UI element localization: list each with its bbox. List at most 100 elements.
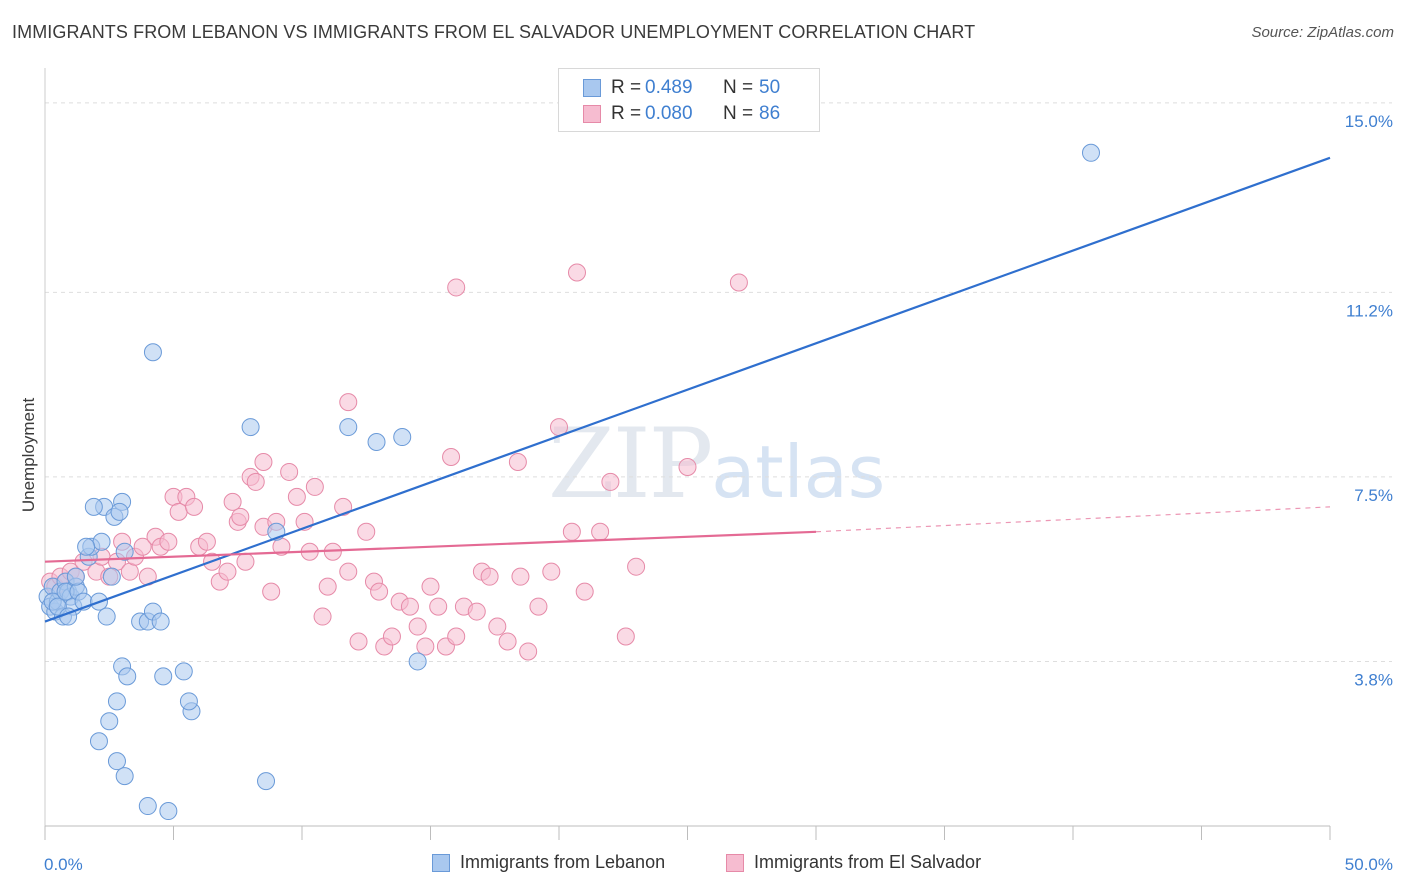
el-salvador-point <box>416 637 435 656</box>
lebanon-point <box>102 567 121 586</box>
el-salvador-point <box>562 522 581 541</box>
el-salvador-point <box>488 617 507 636</box>
lebanon-point <box>66 567 85 586</box>
el-salvador-point <box>400 597 419 616</box>
correlation-legend: R = 0.489 N = 50 R = 0.080 N = 86 <box>558 68 820 132</box>
bottom-legend-label-el-salvador: Immigrants from El Salvador <box>754 852 982 872</box>
lebanon-point <box>138 797 157 816</box>
x-tick-label: 0.0% <box>44 855 83 874</box>
el-salvador-point <box>262 582 281 601</box>
el-salvador-point <box>287 487 306 506</box>
el-salvador-point <box>334 497 353 516</box>
el-salvador-point <box>169 502 188 521</box>
el-salvador-point <box>542 562 561 581</box>
el-salvador-point <box>498 632 517 651</box>
bottom-legend-swatch-el-salvador <box>726 853 744 872</box>
el-salvador-point <box>313 607 332 626</box>
el-salvador-point <box>408 617 427 636</box>
y-tick-label: 11.2% <box>1346 301 1393 320</box>
el-salvador-point <box>601 472 620 491</box>
el-salvador-point <box>246 472 265 491</box>
el-salvador-point <box>357 522 376 541</box>
lebanon-point <box>84 497 103 516</box>
el-salvador-point <box>467 602 486 621</box>
el-salvador-trend-extension <box>815 506 1331 533</box>
legend-n-value: 86 <box>759 103 781 124</box>
bottom-legend-label-lebanon: Immigrants from Lebanon <box>460 852 666 872</box>
el-salvador-point <box>339 562 358 581</box>
lebanon-point <box>159 802 178 821</box>
watermark-atlas: atlas <box>711 430 886 514</box>
el-salvador-point <box>447 278 466 297</box>
lebanon-point <box>179 692 198 711</box>
lebanon-point <box>174 662 193 681</box>
el-salvador-point <box>218 562 237 581</box>
lebanon-point <box>1081 143 1100 162</box>
legend-r-value: 0.489 <box>645 77 693 98</box>
el-salvador-point <box>591 522 610 541</box>
legend-row-lebanon: R = 0.489 N = 50 <box>583 76 780 100</box>
lebanon-point <box>241 418 260 437</box>
lebanon-point <box>107 752 126 771</box>
el-salvador-points <box>41 263 748 661</box>
el-salvador-point <box>349 632 368 651</box>
lebanon-point <box>107 692 126 711</box>
lebanon-point <box>89 732 108 751</box>
lebanon-point <box>77 537 96 556</box>
el-salvador-point <box>616 627 635 646</box>
lebanon-point <box>92 532 111 551</box>
trend-lines <box>44 156 1331 623</box>
bottom-legend-el-salvador: Immigrants from El Salvador <box>726 852 981 873</box>
bottom-legend-lebanon: Immigrants from Lebanon <box>432 852 665 873</box>
lebanon-point <box>97 607 116 626</box>
el-salvador-point <box>159 532 178 551</box>
lebanon-point <box>115 767 134 786</box>
el-salvador-point <box>575 582 594 601</box>
el-salvador-point <box>254 452 273 471</box>
legend-r-value: 0.080 <box>645 103 693 124</box>
el-salvador-point <box>421 577 440 596</box>
el-salvador-point <box>442 447 461 466</box>
el-salvador-point <box>305 477 324 496</box>
source-label: Source: ZipAtlas.com <box>1251 24 1394 41</box>
el-salvador-point <box>429 597 448 616</box>
el-salvador-point <box>236 552 255 571</box>
el-salvador-point <box>678 457 697 476</box>
chart-title: IMMIGRANTS FROM LEBANON VS IMMIGRANTS FR… <box>12 22 976 42</box>
legend-r-label: R = <box>611 77 642 98</box>
el-salvador-point <box>627 557 646 576</box>
legend-n-label: N = <box>723 103 754 124</box>
lebanon-point <box>110 502 129 521</box>
legend-n-label: N = <box>723 77 754 98</box>
lebanon-point <box>393 428 412 447</box>
el-salvador-point <box>511 567 530 586</box>
lebanon-point <box>115 542 134 561</box>
lebanon-point <box>154 667 173 686</box>
legend-r-label: R = <box>611 103 642 124</box>
el-salvador-point <box>197 532 216 551</box>
el-salvador-point <box>370 582 389 601</box>
lebanon-point <box>118 667 137 686</box>
tick-labels: 3.8% 7.5% 11.2% 15.0% 0.0% 50.0% <box>44 112 1393 874</box>
lebanon-point <box>151 612 170 631</box>
el-salvador-point <box>133 537 152 556</box>
el-salvador-point <box>447 627 466 646</box>
legend-row-el-salvador: R = 0.080 N = 86 <box>583 102 780 126</box>
el-salvador-point <box>280 462 299 481</box>
el-salvador-trend-line <box>44 530 817 563</box>
axes <box>44 68 1331 840</box>
y-tick-label: 7.5% <box>1354 486 1393 505</box>
lebanon-points <box>38 143 1100 821</box>
grid-lines <box>45 102 1392 662</box>
legend-n-value: 50 <box>759 77 781 98</box>
lebanon-point <box>143 343 162 362</box>
el-salvador-point <box>185 497 204 516</box>
el-salvador-point <box>480 567 499 586</box>
lebanon-point <box>257 772 276 791</box>
el-salvador-point <box>567 263 586 282</box>
el-salvador-point <box>729 273 748 292</box>
bottom-legend-swatch-lebanon <box>432 853 450 872</box>
lebanon-point <box>367 433 386 452</box>
el-salvador-point <box>339 393 358 412</box>
lebanon-point <box>408 652 427 671</box>
